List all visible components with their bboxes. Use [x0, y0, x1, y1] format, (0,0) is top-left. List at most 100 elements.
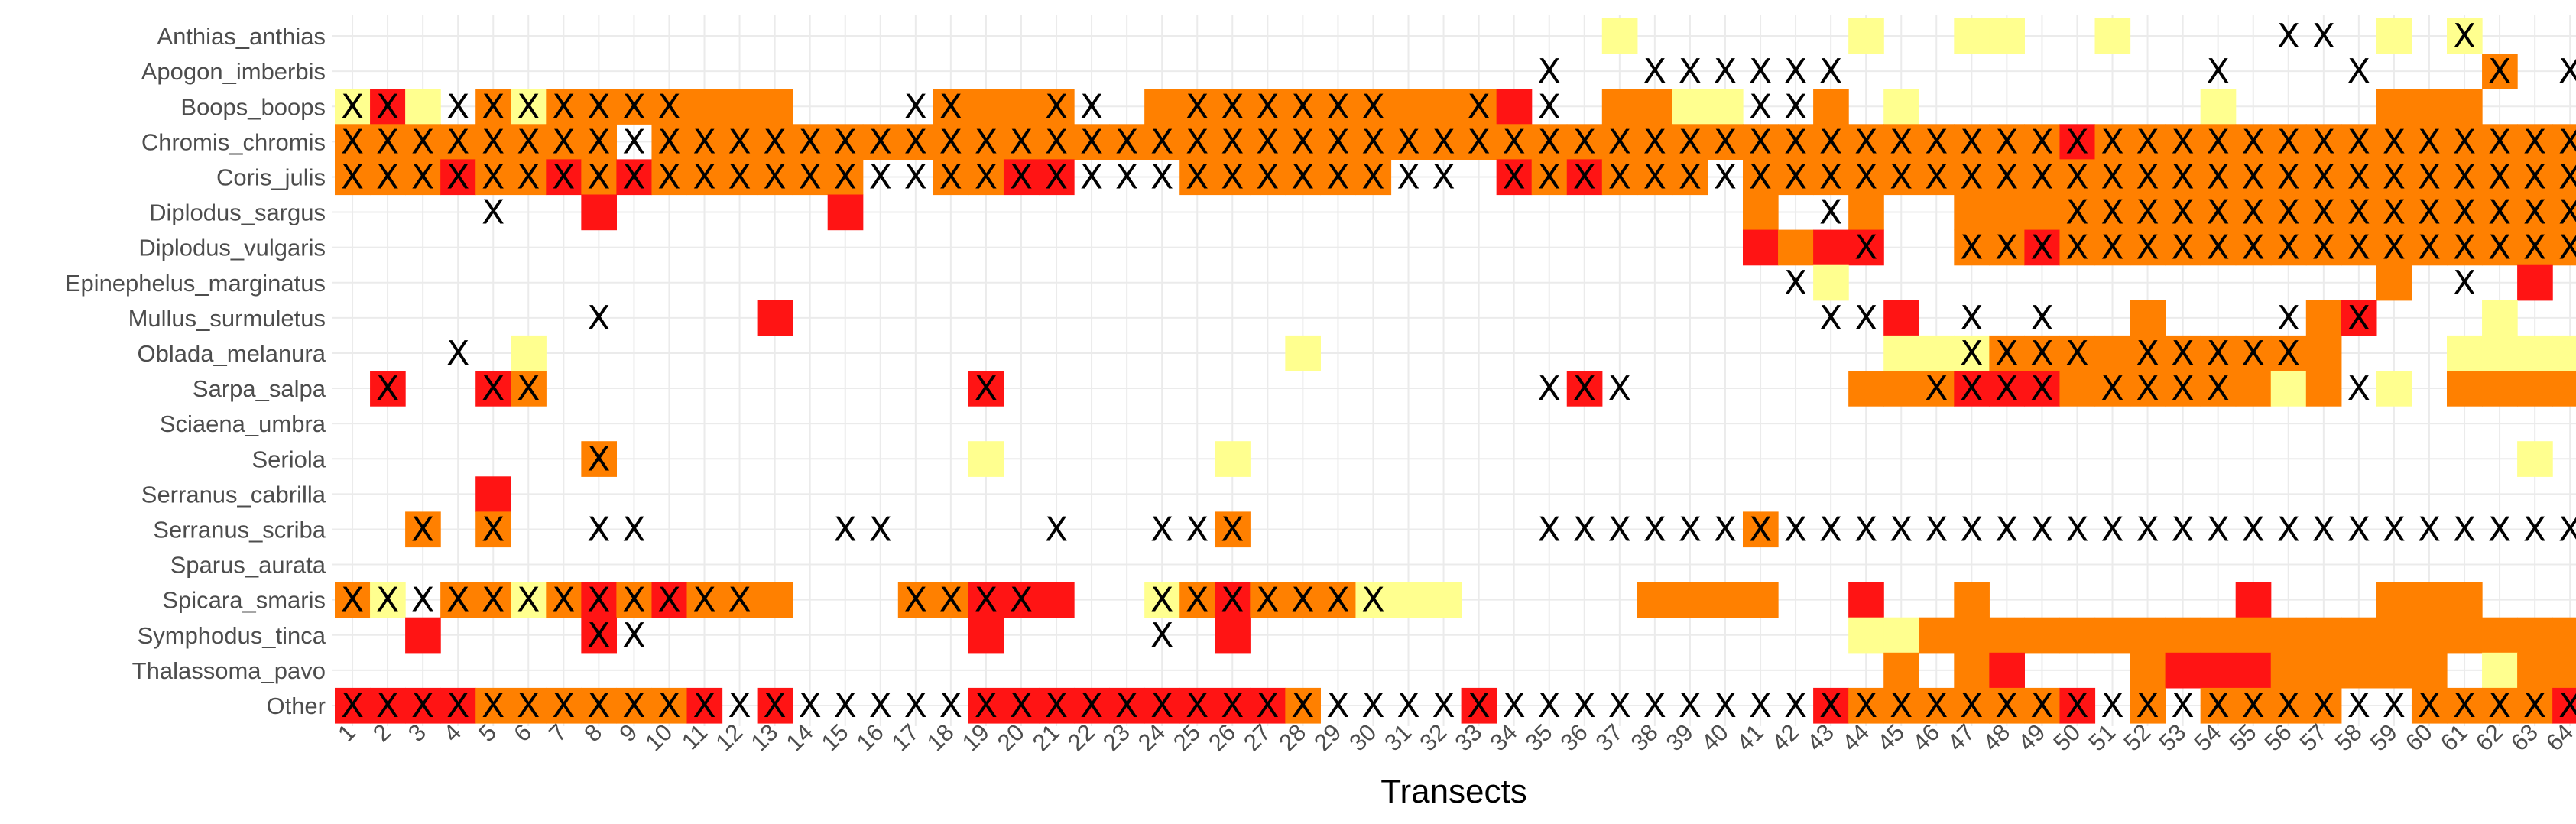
cross-mark: X — [517, 369, 540, 408]
cross-mark: X — [1749, 157, 1772, 196]
cross-mark: X — [764, 686, 787, 725]
heatmap-tile — [1848, 582, 1884, 618]
cross-mark: X — [2101, 122, 2123, 161]
heatmap-tile — [1883, 124, 1919, 160]
cross-mark: X — [1397, 157, 1419, 196]
heatmap-tile — [1003, 124, 1040, 160]
cross-mark: X — [1784, 686, 1807, 725]
heatmap-tile — [405, 124, 441, 160]
cross-mark: X — [1291, 581, 1314, 620]
cross-mark: X — [2523, 193, 2546, 232]
cross-mark: X — [2453, 193, 2476, 232]
cross-mark: X — [1960, 686, 1983, 725]
cross-mark: X — [2136, 686, 2159, 725]
cross-mark: X — [2030, 334, 2053, 373]
heatmap-tile — [2165, 335, 2201, 371]
heatmap-tile — [1215, 582, 1251, 618]
heatmap-tile — [1813, 89, 1849, 125]
heatmap-tile — [757, 300, 793, 336]
heatmap-tile — [2341, 300, 2377, 336]
cross-mark: X — [2347, 229, 2370, 268]
cross-mark: X — [622, 510, 645, 549]
cross-mark: X — [482, 510, 504, 549]
cross-mark: X — [341, 157, 364, 196]
heatmap-tile — [2552, 335, 2576, 371]
cross-mark: X — [1819, 122, 1842, 161]
cross-mark: X — [1432, 122, 1455, 161]
cross-mark: X — [552, 686, 575, 725]
heatmap-tile — [2447, 159, 2483, 196]
cross-mark: X — [2207, 193, 2230, 232]
cross-mark: X — [1186, 581, 1209, 620]
cross-mark: X — [587, 157, 610, 196]
cross-mark: X — [2558, 157, 2576, 196]
heatmap-tile — [1531, 159, 1568, 196]
heatmap-tile — [1496, 159, 1533, 196]
heatmap-tile — [1179, 582, 1215, 618]
cross-mark: X — [1115, 122, 1138, 161]
cross-mark: X — [341, 122, 364, 161]
cross-mark: X — [904, 581, 927, 620]
heatmap-tile — [581, 194, 617, 231]
heatmap-tile — [2376, 652, 2412, 689]
heatmap-tile — [1320, 582, 1357, 618]
cross-mark: X — [2488, 157, 2511, 196]
heatmap-tile — [2130, 229, 2166, 266]
heatmap-tile — [475, 511, 511, 548]
heatmap-tile — [2200, 687, 2237, 724]
cross-mark: X — [2207, 52, 2230, 91]
cross-mark: X — [517, 122, 540, 161]
cross-mark: X — [2065, 193, 2088, 232]
heatmap-tile — [2270, 617, 2307, 654]
heatmap-tile — [1919, 159, 1955, 196]
cross-mark: X — [1291, 686, 1314, 725]
heatmap-tile — [2482, 54, 2518, 89]
heatmap-tile — [475, 687, 511, 724]
cross-mark: X — [1749, 686, 1772, 725]
cross-mark: X — [1714, 52, 1737, 91]
heatmap-tile — [1989, 687, 2025, 724]
heatmap-tile — [1813, 687, 1849, 724]
cross-mark: X — [1291, 87, 1314, 126]
cross-mark: X — [1080, 157, 1103, 196]
cross-mark: X — [2136, 369, 2159, 408]
heatmap-tile — [2305, 371, 2342, 407]
heatmap-tile — [475, 582, 511, 618]
y-tick-label: Mullus_surmuletus — [128, 305, 326, 332]
heatmap-tile — [1320, 159, 1357, 196]
heatmap-tile — [2200, 124, 2237, 160]
heatmap-tile — [1778, 229, 1814, 266]
heatmap-tile — [2517, 335, 2553, 371]
cross-mark: X — [1749, 52, 1772, 91]
heatmap-tile — [1989, 159, 2025, 196]
heatmap-tile — [2305, 229, 2342, 266]
heatmap-tile — [1144, 124, 1180, 160]
heatmap-tile — [1003, 159, 1040, 196]
heatmap-tile — [1989, 194, 2025, 231]
heatmap-tile — [1989, 617, 2025, 654]
heatmap-tile — [370, 687, 406, 724]
heatmap-tile — [616, 582, 653, 618]
heatmap-tile — [581, 124, 617, 160]
cross-mark: X — [1643, 122, 1666, 161]
cross-mark: X — [1784, 157, 1807, 196]
cross-mark: X — [869, 686, 892, 725]
cross-mark: X — [1291, 122, 1314, 161]
cross-mark: X — [764, 122, 787, 161]
cross-mark: X — [1010, 686, 1033, 725]
cross-mark: X — [1643, 157, 1666, 196]
heatmap-tile — [862, 124, 899, 160]
heatmap-tile — [2411, 194, 2448, 231]
cross-mark: X — [2558, 229, 2576, 268]
heatmap-tile — [2130, 335, 2166, 371]
heatmap-tile — [2235, 194, 2272, 231]
cross-mark: X — [2523, 122, 2546, 161]
heatmap-tile — [1743, 511, 1779, 548]
cross-mark: X — [1643, 686, 1666, 725]
cross-mark: X — [622, 686, 645, 725]
heatmap-tile — [1461, 687, 1497, 724]
heatmap-tile — [2517, 159, 2553, 196]
cross-mark: X — [657, 122, 680, 161]
heatmap-tile — [2341, 124, 2377, 160]
cross-mark: X — [1150, 122, 1173, 161]
